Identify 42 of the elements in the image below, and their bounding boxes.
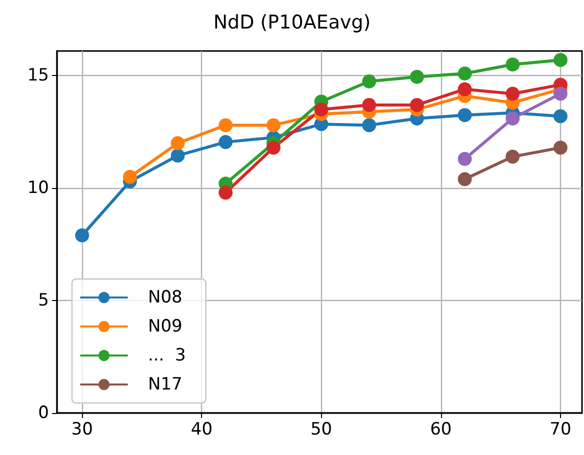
point xyxy=(410,70,424,84)
point xyxy=(506,57,520,72)
point xyxy=(553,109,568,124)
legend-label: N09 xyxy=(148,316,182,336)
point xyxy=(362,98,376,112)
point xyxy=(410,98,424,112)
point xyxy=(553,140,568,155)
point xyxy=(458,108,472,122)
point xyxy=(553,52,568,67)
x-tick-label: 50 xyxy=(310,420,332,440)
point xyxy=(75,228,90,242)
point xyxy=(170,136,185,150)
x-tick-label: 30 xyxy=(71,420,93,440)
point xyxy=(362,118,376,132)
point xyxy=(553,86,568,101)
point xyxy=(266,140,280,155)
x-tick-label: 40 xyxy=(190,420,213,440)
point xyxy=(506,150,520,164)
legend-label: N17 xyxy=(148,374,182,394)
point xyxy=(458,152,472,166)
point xyxy=(458,66,472,80)
y-tick-label: 15 xyxy=(27,66,49,86)
y-tick-label: 0 xyxy=(38,403,49,423)
legend-label: N08 xyxy=(148,288,182,308)
point xyxy=(458,82,472,96)
point xyxy=(122,170,137,184)
x-tick-label: 60 xyxy=(430,420,452,440)
y-tick-label: 10 xyxy=(27,178,49,198)
legend-label: ... 3 xyxy=(148,346,186,366)
point xyxy=(506,111,520,126)
point xyxy=(362,74,376,88)
point xyxy=(458,172,472,186)
point xyxy=(266,118,280,132)
point xyxy=(506,86,520,101)
y-tick-label: 5 xyxy=(38,290,49,311)
point xyxy=(314,102,328,116)
point xyxy=(170,148,185,163)
point xyxy=(218,186,233,200)
point xyxy=(218,118,233,132)
point xyxy=(218,135,233,150)
chart-title: NdD (P10AEavg) xyxy=(213,12,371,34)
x-tick-label: 70 xyxy=(550,420,572,440)
